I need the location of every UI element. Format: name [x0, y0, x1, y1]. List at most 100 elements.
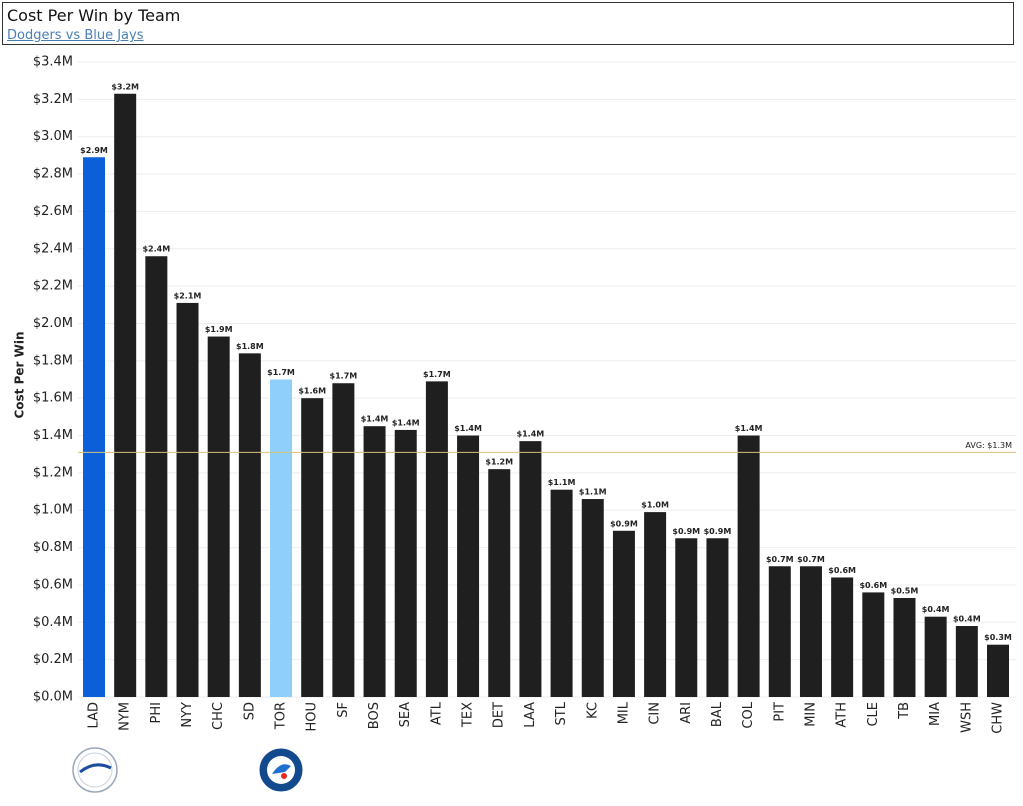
- value-label: $2.9M: [80, 146, 108, 155]
- x-tick-label: TEX: [461, 702, 476, 728]
- x-tick-label: LAA: [523, 702, 538, 728]
- value-label: $1.8M: [236, 342, 264, 351]
- x-tick-label: BAL: [710, 701, 725, 727]
- x-tick-label: ATL: [429, 701, 444, 725]
- bar: [332, 383, 355, 697]
- value-label: $1.9M: [205, 325, 233, 334]
- x-tick-label: DET: [492, 702, 507, 728]
- bar: [207, 336, 230, 697]
- x-tick-label: TB: [897, 702, 912, 720]
- bar: [955, 626, 978, 697]
- y-tick-label: $3.4M: [33, 55, 73, 70]
- y-tick-label: $3.2M: [33, 92, 73, 107]
- bar: [425, 381, 448, 697]
- bar: [457, 435, 480, 697]
- x-tick-label: NYM: [118, 702, 133, 731]
- y-tick-label: $1.2M: [33, 465, 73, 480]
- x-tick-label: MIL: [616, 701, 631, 724]
- value-label: $0.3M: [984, 633, 1012, 642]
- y-tick-label: $1.0M: [33, 503, 73, 518]
- x-tick-label: CIN: [648, 702, 663, 725]
- value-label: $0.6M: [828, 566, 856, 575]
- x-tick-label: MIA: [928, 702, 943, 726]
- value-label: $1.7M: [330, 372, 358, 381]
- value-label: $1.7M: [423, 370, 451, 379]
- y-tick-label: $2.6M: [33, 204, 73, 219]
- subtitle-link[interactable]: Dodgers vs Blue Jays: [7, 28, 144, 43]
- bar: [145, 256, 168, 697]
- value-label: $0.4M: [922, 605, 950, 614]
- value-label: $1.1M: [579, 488, 607, 497]
- y-tick-label: $1.4M: [33, 428, 73, 443]
- value-label: $0.9M: [610, 519, 638, 528]
- x-tick-label: KC: [585, 702, 600, 719]
- x-tick-label: ATH: [835, 702, 850, 728]
- y-tick-label: $2.8M: [33, 167, 73, 182]
- header: Cost Per Win by Team Dodgers vs Blue Jay…: [2, 2, 1014, 45]
- y-tick-label: $2.2M: [33, 279, 73, 294]
- bar: [862, 592, 885, 697]
- value-label: $0.7M: [797, 555, 825, 564]
- bar: [83, 157, 105, 697]
- chart-title: Cost Per Win by Team: [7, 6, 181, 25]
- bar: [737, 435, 760, 697]
- y-tick-label: $0.0M: [33, 690, 73, 705]
- value-label: $1.4M: [517, 430, 545, 439]
- x-tick-label: SF: [336, 702, 351, 718]
- x-tick-label: CLE: [866, 702, 881, 727]
- bar: [394, 429, 417, 697]
- bar: [114, 93, 137, 697]
- x-tick-label: HOU: [305, 702, 320, 732]
- value-label: $1.1M: [548, 478, 576, 487]
- x-tick-label: STL: [554, 701, 569, 725]
- value-label: $1.4M: [361, 415, 389, 424]
- bar: [363, 426, 386, 697]
- y-tick-label: $3.0M: [33, 129, 73, 144]
- value-label: $0.7M: [766, 555, 794, 564]
- y-tick-label: $0.6M: [33, 577, 73, 592]
- value-label: $0.4M: [953, 615, 981, 624]
- dodgers-logo: [72, 747, 118, 793]
- value-label: $0.9M: [672, 527, 700, 536]
- y-tick-label: $2.4M: [33, 241, 73, 256]
- bar: [612, 530, 635, 697]
- y-tick-label: $1.6M: [33, 391, 73, 406]
- value-label: $3.2M: [111, 82, 139, 91]
- value-label: $1.4M: [392, 418, 420, 427]
- x-tick-label: LAD: [87, 702, 102, 728]
- bar: [706, 538, 729, 697]
- y-axis-label: Cost Per Win: [13, 331, 27, 418]
- bar: [987, 644, 1009, 697]
- value-label: $1.4M: [735, 424, 763, 433]
- value-label: $1.0M: [641, 501, 669, 510]
- x-tick-label: MIN: [803, 702, 818, 727]
- value-label: $2.1M: [174, 291, 202, 300]
- x-tick-label: NYY: [180, 702, 195, 728]
- value-label: $1.2M: [485, 458, 513, 467]
- bar: [301, 398, 324, 697]
- blue-jays-logo: [258, 747, 304, 793]
- bar: [924, 616, 947, 697]
- x-tick-label: SEA: [398, 702, 413, 727]
- bar: [176, 302, 199, 697]
- bar: [488, 469, 511, 697]
- y-tick-label: $0.8M: [33, 540, 73, 555]
- y-tick-label: $2.0M: [33, 316, 73, 331]
- y-tick-label: $0.2M: [33, 652, 73, 667]
- x-tick-label: CHC: [211, 702, 226, 730]
- x-tick-label: PIT: [772, 702, 787, 722]
- bar: [675, 538, 698, 697]
- value-label: $1.4M: [454, 424, 482, 433]
- x-tick-label: WSH: [959, 702, 974, 733]
- x-tick-label: PHI: [149, 702, 164, 723]
- bar: [238, 353, 261, 697]
- bar: [893, 598, 916, 697]
- average-label: AVG: $1.3M: [965, 441, 1012, 450]
- bar: [799, 566, 822, 697]
- value-label: $2.4M: [142, 245, 170, 254]
- value-label: $0.9M: [704, 527, 732, 536]
- x-tick-label: ARI: [679, 702, 694, 724]
- x-tick-label: SD: [242, 702, 257, 720]
